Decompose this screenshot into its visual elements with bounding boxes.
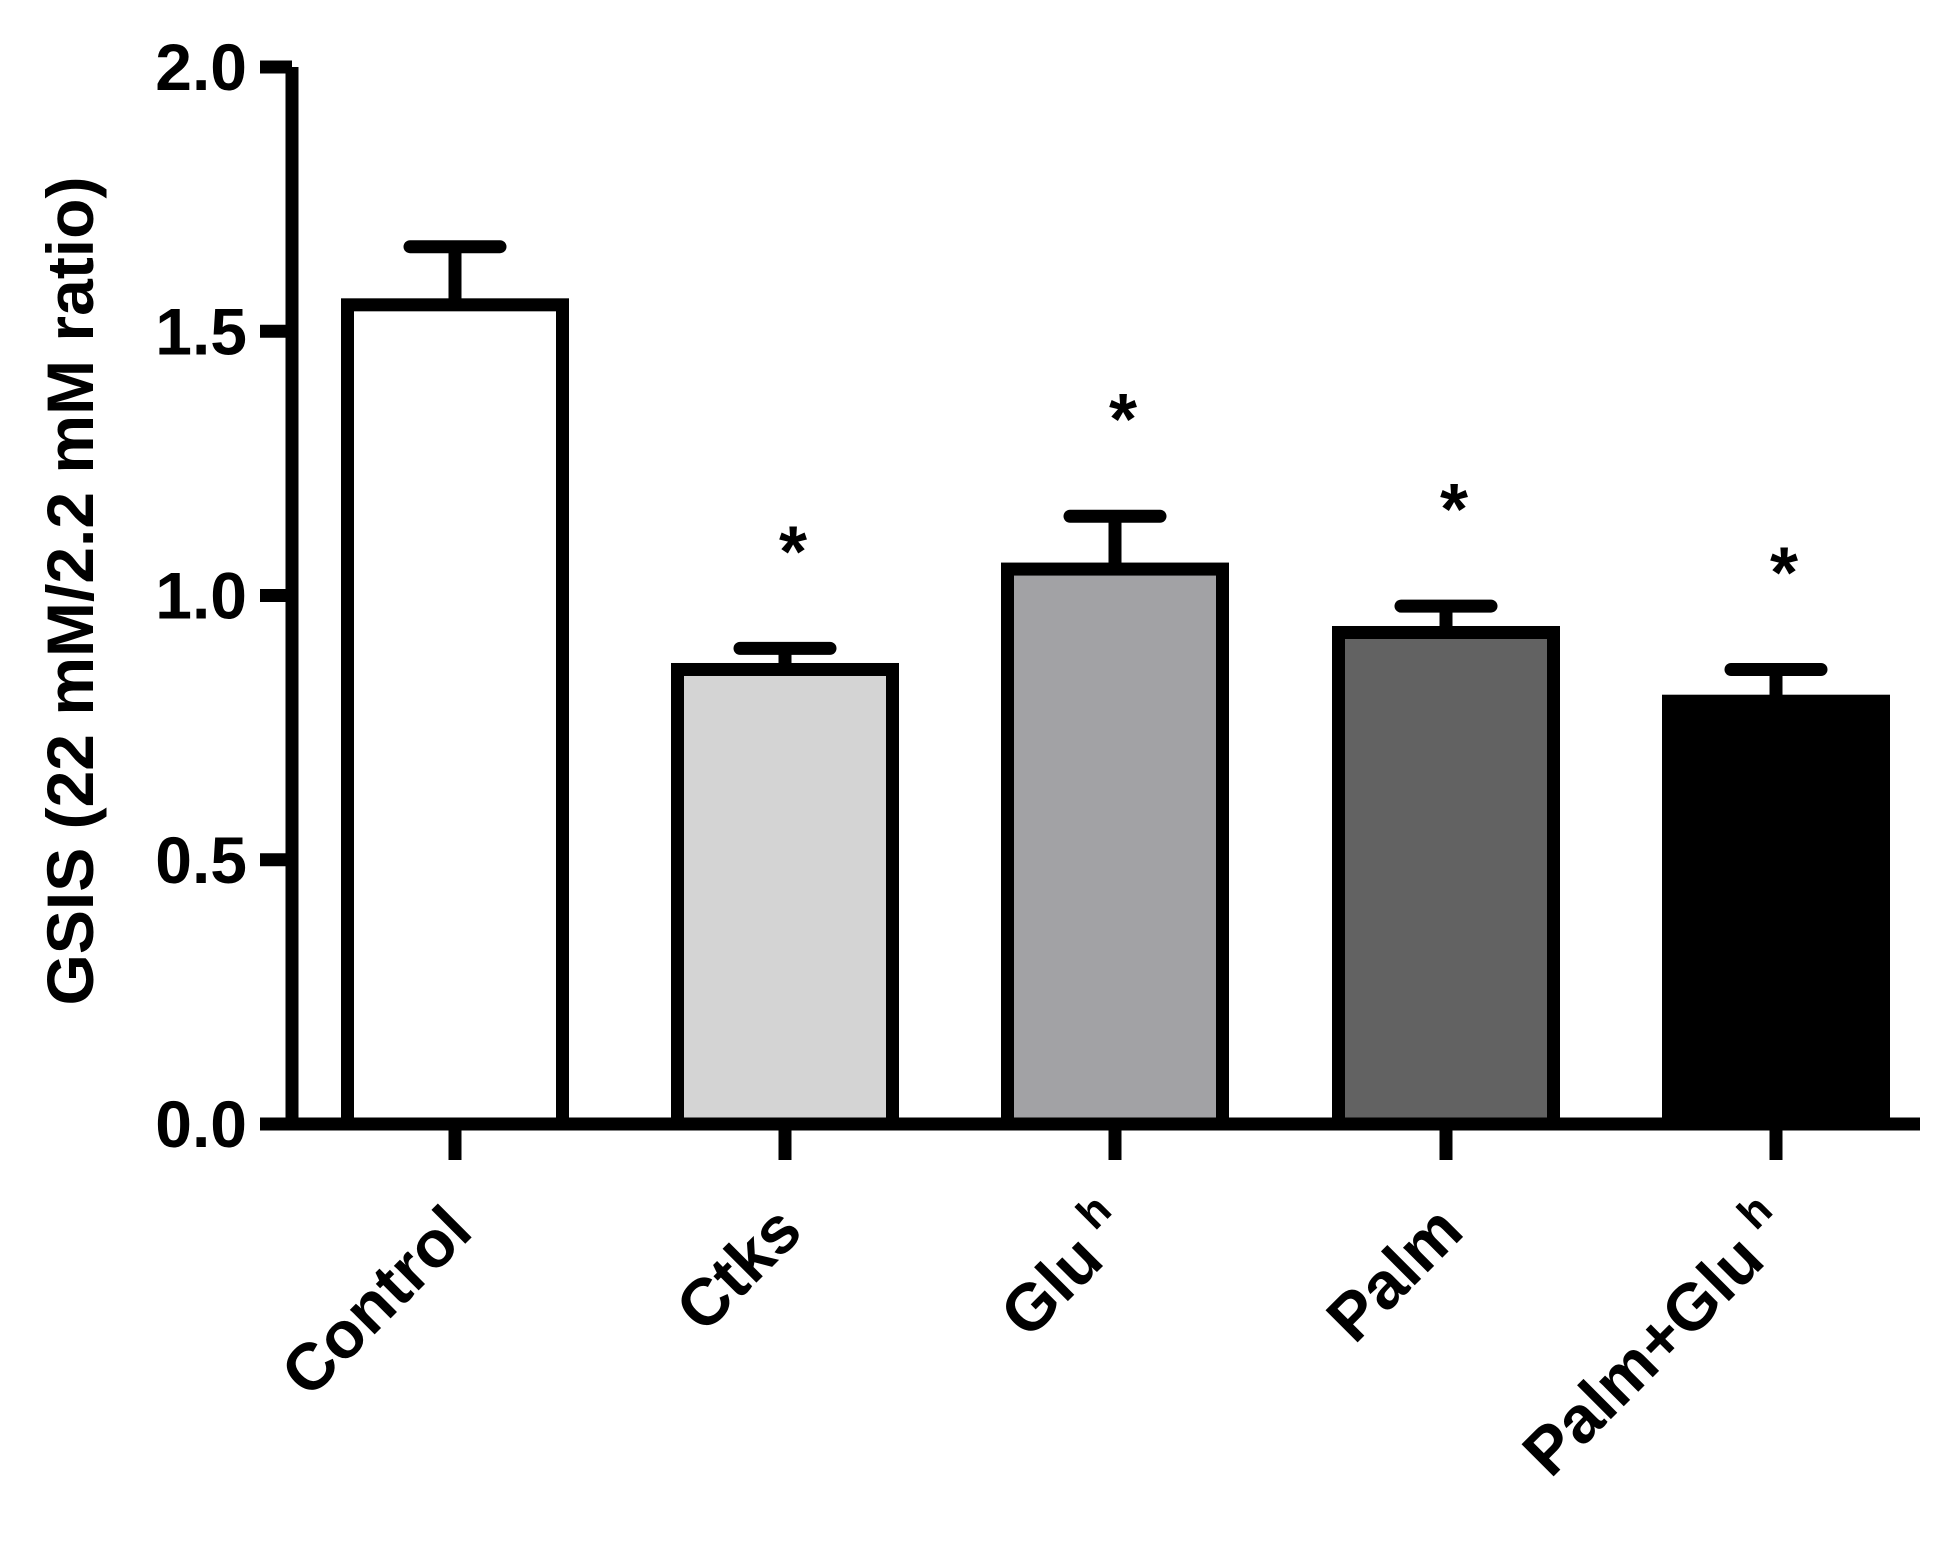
y-tick-label: 1.0	[155, 559, 247, 633]
x-tick-label: Palm	[1312, 1192, 1476, 1356]
y-tick-label: 0.0	[155, 1087, 247, 1161]
y-axis-label: GSIS (22 mM/2.2 mM ratio)	[33, 177, 107, 1006]
x-tick-label: Ctks	[661, 1192, 814, 1345]
x-tick-label: Control	[267, 1192, 485, 1410]
significance-star: *	[779, 512, 807, 592]
y-tick-label: 0.5	[155, 823, 247, 897]
plot-area: * * * * 0.0 0.5 1.0 1.5 2.0 Control Ctks Gluh Palm Pa…	[155, 30, 1920, 1489]
bar	[1001, 562, 1229, 1131]
bar	[671, 662, 899, 1131]
significance-star: *	[1770, 533, 1798, 613]
significance-star: *	[1109, 380, 1137, 460]
significance-star: *	[1440, 470, 1468, 550]
bar	[341, 298, 569, 1131]
x-tick-label: Gluh	[980, 1185, 1145, 1350]
y-tick-label: 1.5	[155, 294, 247, 368]
bar	[1332, 625, 1560, 1131]
x-tick-label: Palm+Gluh	[1502, 1185, 1806, 1489]
bar	[1662, 694, 1890, 1131]
y-tick-label: 2.0	[155, 30, 247, 104]
